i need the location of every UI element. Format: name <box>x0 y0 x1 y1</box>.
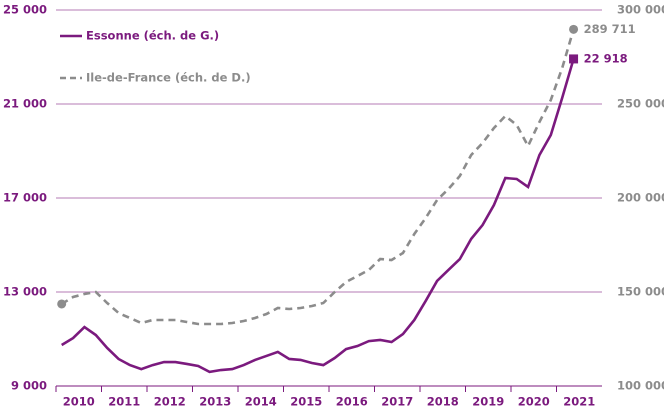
y2-tick-label: 200 000 <box>617 191 664 205</box>
marker <box>57 299 67 309</box>
y-tick-label: 17 000 <box>3 191 47 205</box>
value-label: 289 711 <box>584 22 636 36</box>
y-tick-label: 13 000 <box>3 285 47 299</box>
y-tick-label: 25 000 <box>3 3 47 17</box>
x-tick-label: 2020 <box>518 395 550 409</box>
marker <box>569 54 579 64</box>
legend-label: Ile-de-France (éch. de D.) <box>86 71 251 85</box>
y-tick-label: 21 000 <box>3 97 47 111</box>
x-tick-label: 2010 <box>63 395 95 409</box>
x-tick-label: 2019 <box>472 395 504 409</box>
marker <box>569 24 579 34</box>
x-tick-label: 2018 <box>427 395 459 409</box>
y2-tick-label: 150 000 <box>617 285 664 299</box>
line <box>61 58 575 374</box>
x-tick-label: 2014 <box>245 395 277 409</box>
x-tick-label: 2021 <box>563 395 595 409</box>
y2-tick-label: 100 000 <box>617 379 664 393</box>
x-tick-label: 2015 <box>290 395 322 409</box>
x-tick-label: 2012 <box>154 395 186 409</box>
line <box>61 28 575 326</box>
x-tick-label: 2016 <box>336 395 368 409</box>
y2-tick-label: 300 000 <box>617 3 664 17</box>
legend-label: Essonne (éch. de G.) <box>86 29 219 43</box>
x-tick-label: 2011 <box>108 395 140 409</box>
x-tick-label: 2017 <box>381 395 413 409</box>
y-tick-label: 9 000 <box>11 379 47 393</box>
y2-tick-label: 250 000 <box>617 97 664 111</box>
value-label: 22 918 <box>584 51 628 65</box>
x-tick-label: 2013 <box>199 395 231 409</box>
